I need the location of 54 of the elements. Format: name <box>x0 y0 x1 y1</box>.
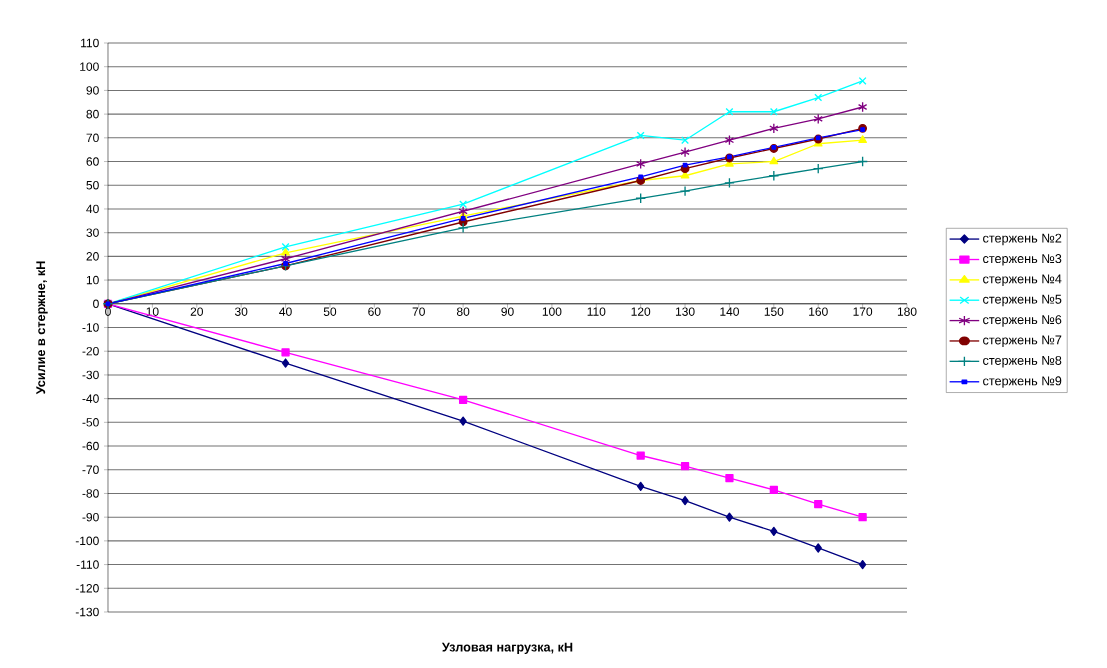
y-tick-label: 80 <box>86 109 99 119</box>
y-tick-label: -20 <box>82 346 99 356</box>
y-tick-label: -80 <box>82 489 99 498</box>
x-tick-label: 150 <box>764 307 784 316</box>
y-tick-label: -120 <box>75 584 99 593</box>
y-tick-label: 110 <box>81 38 99 48</box>
x-axis-title: Узловая нагрузка, кН <box>441 642 573 655</box>
y-tick-label: -70 <box>82 465 99 475</box>
y-tick-label: 10 <box>86 275 99 285</box>
legend-label: стержень №8 <box>983 355 1062 368</box>
y-tick-label: -90 <box>82 512 99 522</box>
x-tick-label: 20 <box>190 307 203 316</box>
y-tick-label: -50 <box>82 418 99 427</box>
legend-label: стержень №5 <box>983 294 1062 307</box>
x-tick-label: 140 <box>720 307 739 316</box>
y-tick-label: 60 <box>86 157 99 166</box>
x-tick-label: 0 <box>105 307 111 316</box>
legend-label: стержень №3 <box>983 254 1062 266</box>
y-tick-label: 20 <box>86 252 99 261</box>
y-tick-label: -100 <box>75 536 99 546</box>
y-tick-label: 70 <box>86 133 99 143</box>
y-tick-label: 50 <box>86 180 99 190</box>
y-tick-label: -60 <box>82 441 99 451</box>
y-tick-label: 0 <box>93 299 99 309</box>
legend-label: стержень №2 <box>983 233 1062 246</box>
y-tick-label: -110 <box>76 560 99 569</box>
y-tick-label: -40 <box>82 394 99 403</box>
x-tick-label: 170 <box>853 307 873 316</box>
y-tick-label: -130 <box>75 607 99 617</box>
x-tick-label: 110 <box>587 307 606 316</box>
x-tick-label: 70 <box>412 307 425 316</box>
x-tick-label: 60 <box>368 307 381 316</box>
x-tick-label: 10 <box>146 307 159 316</box>
y-tick-label: 90 <box>86 86 99 95</box>
y-axis-title: Усилие в стержне, кН <box>36 261 48 395</box>
x-tick-label: 40 <box>279 307 292 316</box>
x-tick-label: 30 <box>234 307 248 316</box>
legend-label: стержень №7 <box>983 335 1062 347</box>
x-tick-label: 130 <box>675 307 695 316</box>
x-tick-label: 180 <box>897 307 917 316</box>
y-tick-label: 40 <box>86 204 99 214</box>
x-tick-label: 50 <box>323 307 337 316</box>
y-tick-label: -10 <box>82 323 99 332</box>
x-tick-label: 120 <box>631 307 651 316</box>
x-tick-label: 160 <box>809 307 828 316</box>
y-tick-label: 100 <box>80 62 99 71</box>
x-tick-label: 100 <box>542 307 562 316</box>
x-tick-label: 90 <box>501 307 514 316</box>
y-tick-label: -30 <box>82 370 99 380</box>
legend-label: стержень №4 <box>983 274 1062 286</box>
legend-label: стержень №6 <box>983 315 1062 327</box>
legend-label: стержень №9 <box>983 376 1062 388</box>
x-tick-label: 80 <box>456 307 470 316</box>
y-tick-label: 30 <box>86 228 99 237</box>
